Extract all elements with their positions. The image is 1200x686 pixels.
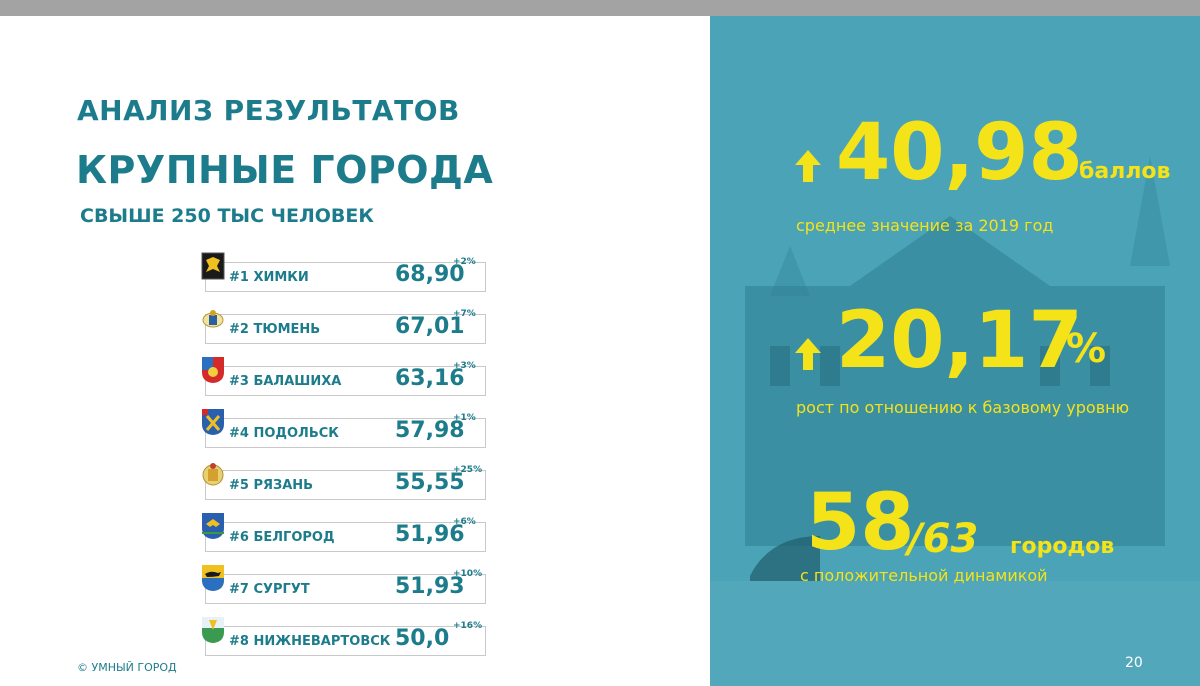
top-bar [0,0,1200,16]
ranking-row: #6 БЕЛГОРОД 51,96 +6% [201,512,487,554]
copyright: © УМНЫЙ ГОРОД [77,661,177,674]
city-delta: +2% [453,257,476,267]
city-score: 51,96 [395,522,465,547]
page-title: КРУПНЫЕ ГОРОДА [76,148,494,192]
belgorod-coat-of-arms-icon [202,513,224,539]
surgut-coat-of-arms-icon [202,565,224,591]
city-score: 67,01 [395,314,465,339]
avg-caption: среднее значение за 2019 год [796,216,1054,235]
avg-unit: баллов [1079,159,1171,184]
cities-caption: с положительной динамикой [800,566,1048,585]
cities-unit: городов [1010,534,1115,559]
city-name: #1 ХИМКИ [229,270,309,285]
nizhnevartovsk-coat-of-arms-icon [202,617,224,643]
city-delta: +25% [453,465,483,475]
tyumen-coat-of-arms-icon [202,310,224,328]
growth-unit: % [1066,326,1107,372]
growth-value: 20,17 [836,296,1083,386]
ranking-row: #8 НИЖНЕВАРТОВСК 50,0 +16% [201,616,487,658]
city-name: #8 НИЖНЕВАРТОВСК [229,634,391,649]
khimki-coat-of-arms-icon [201,252,225,280]
city-name: #3 БАЛАШИХА [229,374,342,389]
ranking-row: #3 БАЛАШИХА 63,16 +3% [201,356,487,398]
city-score: 63,16 [395,366,465,391]
city-name: #6 БЕЛГОРОД [229,530,335,545]
city-delta: +3% [453,361,476,371]
city-name: #7 СУРГУТ [229,582,310,597]
growth-caption: рост по отношению к базовому уровню [796,398,1130,417]
city-score: 51,93 [395,574,465,599]
city-delta: +6% [453,517,476,527]
arrow-up-icon [795,338,821,370]
city-delta: +1% [453,413,476,423]
ranking-row: #2 ТЮМЕНЬ 67,01 +7% [201,304,487,346]
ranking-row-box [205,262,486,292]
ranking-row: #7 СУРГУТ 51,93 +10% [201,564,487,606]
balashikha-coat-of-arms-icon [202,357,224,383]
city-delta: +16% [453,621,483,631]
ranking-row: #1 ХИМКИ 68,90 +2% [201,252,487,294]
arrow-up-icon [795,150,821,182]
stats-panel [710,16,1200,686]
city-name: #2 ТЮМЕНЬ [229,322,321,337]
ranking-row: #4 ПОДОЛЬСК 57,98 +1% [201,408,487,450]
podolsk-coat-of-arms-icon [202,409,224,435]
page-subtitle: СВЫШЕ 250 ТЫС ЧЕЛОВЕК [80,205,374,227]
cities-value: 58 [806,478,915,568]
avg-value: 40,98 [836,108,1083,198]
city-score: 50,0 [395,626,450,651]
ranking-row-box [205,470,486,500]
city-name: #5 РЯЗАНЬ [229,478,314,493]
city-score: 68,90 [395,262,465,287]
section-title: АНАЛИЗ РЕЗУЛЬТАТОВ [77,94,460,127]
page-number: 20 [1125,655,1143,671]
city-name: #4 ПОДОЛЬСК [229,426,339,441]
city-delta: +10% [453,569,483,579]
building-background-image [710,16,1200,686]
city-score: 57,98 [395,418,465,443]
ranking-row-box [205,574,486,604]
ranking-row-box [205,522,486,552]
ranking-row-box [205,626,486,656]
ranking-row-box [205,366,486,396]
city-score: 55,55 [395,470,465,495]
ryazan-coat-of-arms-icon [202,463,224,486]
cities-total: /63 [908,516,979,562]
ranking-row: #5 РЯЗАНЬ 55,55 +25% [201,460,487,502]
ranking-row-box [205,418,486,448]
city-delta: +7% [453,309,476,319]
ranking-row-box [205,314,486,344]
